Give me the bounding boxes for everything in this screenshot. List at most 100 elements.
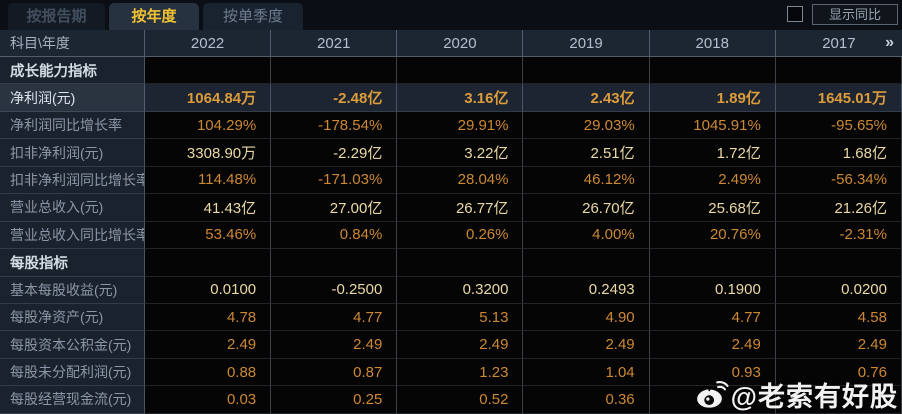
year-column-header: 2020 <box>397 30 524 57</box>
cell-value: 2.49 <box>271 331 398 359</box>
cell-value: 0.26% <box>397 221 524 250</box>
table-body: 成长能力指标 净利润(元) 1064.84万 -2.48亿 3.16亿 2.43亿 1.89… <box>0 57 902 414</box>
table-row[interactable]: 每股经营现金流(元) 0.03 0.25 0.52 0.36 <box>0 386 902 414</box>
cell-value: 0.25 <box>271 386 398 414</box>
year-label: 2017 <box>822 34 856 52</box>
cell-value: 0.84% <box>271 221 398 250</box>
row-label: 扣非净利润(元) <box>0 139 145 167</box>
row-label: 每股净资产(元) <box>0 303 145 332</box>
cell-value <box>271 249 398 277</box>
table-row[interactable]: 净利润(元) 1064.84万 -2.48亿 3.16亿 2.43亿 1.89亿 1645.… <box>0 84 902 112</box>
show-yoy-label[interactable]: 显示同比 <box>812 4 898 25</box>
cell-value <box>775 386 902 414</box>
cell-value: 0.88 <box>145 358 272 387</box>
cell-value: 1064.84万 <box>145 84 272 112</box>
cell-value: 104.29% <box>145 111 272 140</box>
row-label: 每股未分配利润(元) <box>0 358 145 387</box>
cell-value: 21.26亿 <box>775 194 902 222</box>
cell-value: 26.70亿 <box>523 194 650 222</box>
cell-value: 3.16亿 <box>397 84 524 112</box>
cell-value: 2.49 <box>649 331 776 359</box>
table-row[interactable]: 扣非净利润同比增长率 114.48% -171.03% 28.04% 46.12% 2.4… <box>0 166 902 195</box>
cell-value: 27.00亿 <box>271 194 398 222</box>
cell-value: 0.0200 <box>775 276 902 304</box>
cell-value <box>775 57 902 85</box>
cell-value: 4.78 <box>145 303 272 332</box>
cell-value: 29.03% <box>523 111 650 140</box>
cell-value <box>649 249 776 277</box>
cell-value: 4.00% <box>523 221 650 250</box>
table-row[interactable]: 每股净资产(元) 4.78 4.77 5.13 4.90 4.77 4.58 <box>0 303 902 332</box>
cell-value: 1.89亿 <box>649 84 776 112</box>
cell-value: 2.49 <box>145 331 272 359</box>
cell-value: 0.03 <box>145 386 272 414</box>
cell-value: 1.04 <box>523 358 650 387</box>
cell-value <box>775 249 902 277</box>
cell-value: 0.2493 <box>523 276 650 304</box>
cell-value: -178.54% <box>271 111 398 140</box>
cell-value: 2.49 <box>775 331 902 359</box>
cell-value: 53.46% <box>145 221 272 250</box>
tab-by-report-period[interactable]: 按报告期 <box>8 3 105 30</box>
cell-value: 2.49% <box>649 166 776 195</box>
cell-value: 20.76% <box>649 221 776 250</box>
cell-value <box>523 57 650 85</box>
tab-bar: 按报告期 按年度 按单季度 显示同比 <box>0 0 902 30</box>
row-label: 每股资本公积金(元) <box>0 331 145 359</box>
table-row[interactable]: 营业总收入同比增长率 53.46% 0.84% 0.26% 4.00% 20.76% -2.… <box>0 221 902 250</box>
year-column-header: 2018 <box>649 30 776 57</box>
cell-value <box>397 57 524 85</box>
cell-value: 2.49 <box>397 331 524 359</box>
year-column-header: 2021 <box>271 30 398 57</box>
cell-value: 0.36 <box>523 386 650 414</box>
section-row: 每股指标 <box>0 249 902 277</box>
cell-value: -95.65% <box>775 111 902 140</box>
row-label: 净利润同比增长率 <box>0 111 145 140</box>
cell-value: 1.23 <box>397 358 524 387</box>
row-label: 扣非净利润同比增长率 <box>0 166 145 195</box>
table-row[interactable]: 每股未分配利润(元) 0.88 0.87 1.23 1.04 0.93 0.76 <box>0 358 902 387</box>
cell-value: -2.31% <box>775 221 902 250</box>
cell-value: 4.77 <box>649 303 776 332</box>
cell-value: 28.04% <box>397 166 524 195</box>
show-yoy-checkbox[interactable] <box>787 6 803 22</box>
cell-value: 2.43亿 <box>523 84 650 112</box>
cell-value: 3.22亿 <box>397 139 524 167</box>
cell-value <box>145 249 272 277</box>
cell-value <box>649 57 776 85</box>
cell-value: 26.77亿 <box>397 194 524 222</box>
table-row[interactable]: 扣非净利润(元) 3308.90万 -2.29亿 3.22亿 2.51亿 1.72亿 1.6… <box>0 139 902 167</box>
year-column-header: 2017 » <box>775 30 902 57</box>
cell-value: 25.68亿 <box>649 194 776 222</box>
cell-value <box>523 249 650 277</box>
year-column-header: 2019 <box>523 30 650 57</box>
tab-by-year[interactable]: 按年度 <box>109 3 199 30</box>
table-row[interactable]: 净利润同比增长率 104.29% -178.54% 29.91% 29.03% 1045.… <box>0 111 902 140</box>
table-row[interactable]: 基本每股收益(元) 0.0100 -0.2500 0.3200 0.2493 0.1900… <box>0 276 902 304</box>
chevron-right-icon[interactable]: » <box>885 34 894 51</box>
cell-value: 5.13 <box>397 303 524 332</box>
cell-value: 41.43亿 <box>145 194 272 222</box>
row-label: 营业总收入同比增长率 <box>0 221 145 250</box>
cell-value: 0.0100 <box>145 276 272 304</box>
table-row[interactable]: 营业总收入(元) 41.43亿 27.00亿 26.77亿 26.70亿 25.68亿 21… <box>0 194 902 222</box>
cell-value: 4.90 <box>523 303 650 332</box>
cell-value <box>397 249 524 277</box>
cell-value: 0.93 <box>649 358 776 387</box>
cell-value: 1.68亿 <box>775 139 902 167</box>
corner-label: 科目\年度 <box>0 30 145 57</box>
cell-value: 1.72亿 <box>649 139 776 167</box>
cell-value: -2.29亿 <box>271 139 398 167</box>
tab-by-quarter[interactable]: 按单季度 <box>203 3 303 30</box>
row-label: 净利润(元) <box>0 84 145 112</box>
cell-value: 0.3200 <box>397 276 524 304</box>
table-header: 科目\年度 2022 2021 2020 2019 2018 2017 » <box>0 30 902 57</box>
row-label: 成长能力指标 <box>0 57 145 85</box>
table-row[interactable]: 每股资本公积金(元) 2.49 2.49 2.49 2.49 2.49 2.49 <box>0 331 902 359</box>
cell-value: 3308.90万 <box>145 139 272 167</box>
section-row: 成长能力指标 <box>0 57 902 85</box>
cell-value: 0.76 <box>775 358 902 387</box>
cell-value <box>649 386 776 414</box>
cell-value: 1645.01万 <box>775 84 902 112</box>
